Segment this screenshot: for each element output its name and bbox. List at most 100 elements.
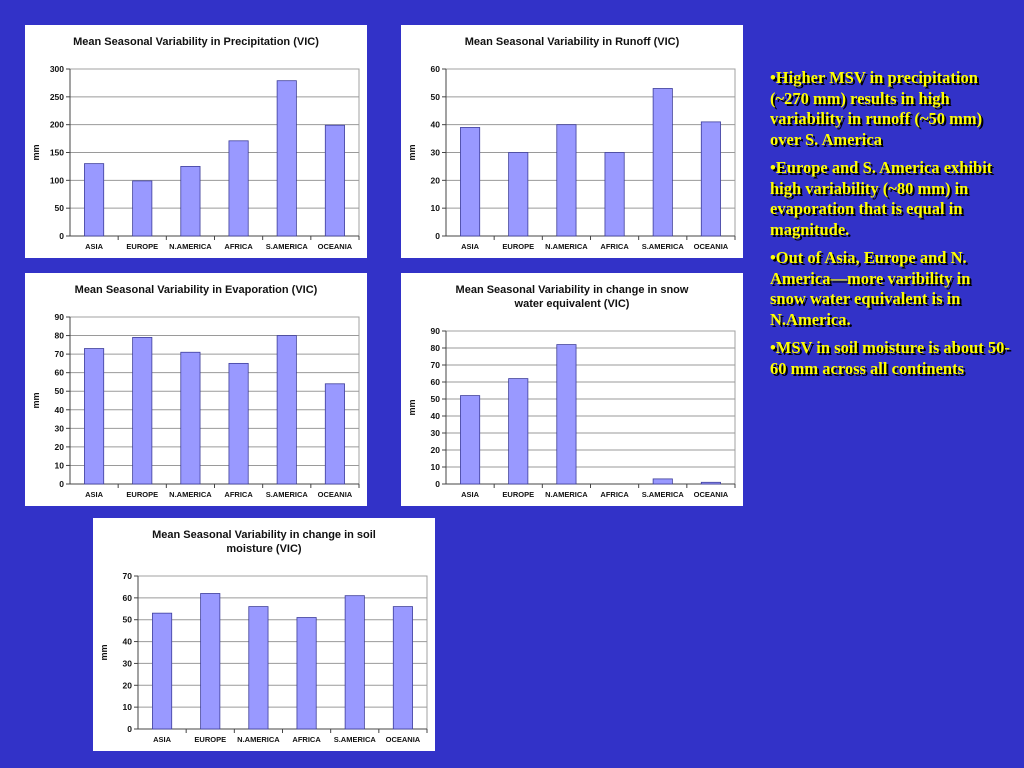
x-tick-label: EUROPE — [502, 242, 534, 251]
x-tick-label: OCEANIA — [694, 242, 729, 251]
bar — [604, 152, 625, 237]
chart-runoff: Mean Seasonal Variability in Runoff (VIC… — [401, 25, 743, 258]
y-tick-label: 30 — [431, 428, 441, 438]
x-tick-label: OCEANIA — [318, 490, 353, 499]
bar — [392, 606, 413, 730]
x-tick-label: AFRICA — [224, 242, 253, 251]
x-tick-label: N.AMERICA — [545, 490, 588, 499]
bar — [508, 152, 529, 237]
bullet-item: Out of Asia, Europe and N. America—more … — [770, 248, 1010, 330]
y-tick-label: 90 — [55, 312, 65, 322]
bar — [248, 606, 269, 730]
bullet-item: Europe and S. America exhibit high varia… — [770, 158, 1010, 240]
chart-title: Mean Seasonal Variability in Runoff (VIC… — [464, 36, 680, 48]
bullet-item: Higher MSV in precipitation (~270 mm) re… — [770, 68, 1010, 150]
y-tick-label: 40 — [431, 411, 441, 421]
plot-area — [445, 330, 736, 485]
chart-plot: 0 50 100 150 200 250 300 mm ASIA EUROPE N.AMERICA A… — [31, 64, 360, 251]
x-tick-label: N.AMERICA — [169, 490, 212, 499]
y-tick-label: 30 — [431, 148, 441, 158]
x-tick-label: EUROPE — [126, 490, 158, 499]
y-tick-label: 20 — [123, 680, 133, 690]
x-tick-label: OCEANIA — [386, 735, 421, 744]
y-tick-label: 150 — [50, 148, 64, 158]
y-tick-label: 10 — [123, 702, 133, 712]
chart-title: Mean Seasonal Variability in change in s… — [455, 284, 689, 310]
bar — [200, 593, 221, 730]
y-tick-label: 20 — [431, 445, 441, 455]
y-tick-label: 20 — [55, 442, 65, 452]
y-tick-label: 0 — [435, 479, 440, 489]
y-tick-label: 10 — [431, 462, 441, 472]
y-tick-label: 20 — [431, 175, 441, 185]
y-tick-label: 200 — [50, 120, 64, 130]
bar — [700, 481, 721, 485]
y-tick-label: 100 — [50, 175, 64, 185]
y-tick-label: 50 — [55, 203, 65, 213]
chart-title: Mean Seasonal Variability in change in s… — [152, 529, 376, 555]
chart-snow-water-equivalent: Mean Seasonal Variability in change in s… — [401, 273, 743, 506]
bar — [180, 351, 201, 485]
x-tick-label: EUROPE — [502, 490, 534, 499]
summary-bullets: Higher MSV in precipitation (~270 mm) re… — [770, 68, 1010, 387]
plot-area — [69, 316, 360, 485]
bar — [132, 337, 153, 485]
x-tick-label: S.AMERICA — [642, 242, 685, 251]
bar — [700, 121, 721, 237]
bar — [556, 344, 577, 485]
x-tick-label: AFRICA — [600, 242, 629, 251]
y-tick-label: 40 — [55, 405, 65, 415]
y-axis-label: mm — [31, 392, 41, 408]
bar — [84, 348, 105, 485]
chart-evaporation: Mean Seasonal Variability in Evaporation… — [25, 273, 367, 506]
y-tick-label: 40 — [123, 637, 133, 647]
bar — [556, 124, 577, 237]
y-tick-label: 60 — [55, 368, 65, 378]
bar — [652, 478, 673, 485]
chart-soil-moisture: Mean Seasonal Variability in change in s… — [93, 518, 435, 751]
y-tick-label: 80 — [55, 331, 65, 341]
y-axis-label: mm — [407, 399, 417, 415]
bar — [228, 362, 249, 485]
y-tick-label: 70 — [55, 349, 65, 359]
y-tick-label: 0 — [59, 231, 64, 241]
bar — [276, 335, 297, 485]
chart-title: Mean Seasonal Variability in Evaporation… — [74, 284, 318, 296]
x-tick-label: S.AMERICA — [266, 242, 309, 251]
x-tick-label: ASIA — [85, 490, 104, 499]
x-tick-label: EUROPE — [126, 242, 158, 251]
x-tick-label: OCEANIA — [318, 242, 353, 251]
y-tick-label: 0 — [59, 479, 64, 489]
x-tick-label: N.AMERICA — [169, 242, 212, 251]
y-axis-label: mm — [99, 644, 109, 660]
x-tick-label: AFRICA — [600, 490, 629, 499]
chart-plot: 0 10 20 30 40 50 60 70 mm ASIA EUROPE N.AMERICA AFRI… — [99, 571, 428, 744]
chart-title: Mean Seasonal Variability in Precipitati… — [73, 36, 319, 48]
bullet-item: MSV in soil moisture is about 50-60 mm a… — [770, 338, 1010, 379]
bar — [132, 180, 153, 237]
y-tick-label: 90 — [431, 326, 441, 336]
y-tick-label: 50 — [431, 92, 441, 102]
chart-plot: 0 10 20 30 40 50 60 70 80 90 mm ASIA EUROPE N.AMERICA… — [31, 312, 360, 499]
y-tick-label: 50 — [123, 615, 133, 625]
x-tick-label: OCEANIA — [694, 490, 729, 499]
y-tick-label: 10 — [431, 203, 441, 213]
x-tick-label: ASIA — [461, 242, 480, 251]
bar — [180, 166, 201, 237]
x-tick-label: N.AMERICA — [237, 735, 280, 744]
bar — [324, 124, 345, 237]
bar — [508, 378, 529, 485]
bar — [460, 127, 481, 237]
bar — [296, 617, 317, 730]
y-tick-label: 80 — [431, 343, 441, 353]
y-tick-label: 40 — [431, 120, 441, 130]
y-tick-label: 0 — [435, 231, 440, 241]
bar — [84, 163, 105, 237]
chart-precipitation: Mean Seasonal Variability in Precipitati… — [25, 25, 367, 258]
y-axis-label: mm — [407, 144, 417, 160]
x-tick-label: EUROPE — [194, 735, 226, 744]
y-tick-label: 30 — [123, 658, 133, 668]
y-tick-label: 50 — [431, 394, 441, 404]
y-tick-label: 60 — [431, 64, 441, 74]
chart-plot: 0 10 20 30 40 50 60 70 80 90 mm ASIA EUROPE N.AMERICA… — [407, 326, 736, 499]
